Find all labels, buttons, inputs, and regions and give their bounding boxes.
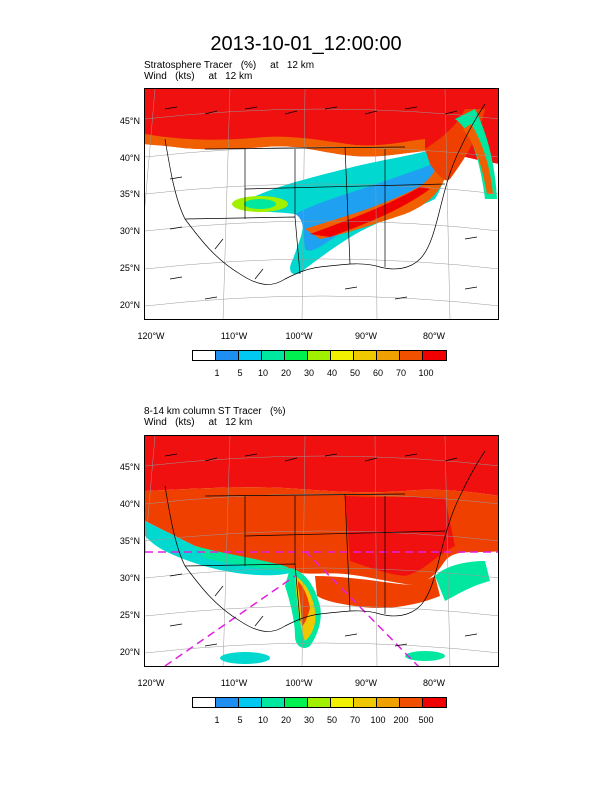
panel2-lat-label: 20°N [119, 647, 140, 657]
panel1-lon-label: 80°W [422, 331, 446, 341]
panel2-subtitle-line1: 8-14 km column ST Tracer (%) [144, 406, 286, 417]
colorbar-swatch [262, 698, 285, 707]
colorbar-label: 70 [395, 368, 406, 378]
panel1-subtitle-line2: Wind (kts) at 12 km [144, 71, 253, 82]
colorbar-label: 5 [237, 368, 243, 378]
colorbar-label: 20 [280, 368, 291, 378]
panel1-lon-label: 100°W [285, 331, 313, 341]
colorbar-swatch [193, 698, 216, 707]
panel1-lat-label: 45°N [119, 116, 140, 126]
colorbar-label: 10 [257, 715, 268, 725]
panel1-map-svg [145, 89, 498, 319]
colorbar-swatch [308, 351, 331, 360]
colorbar-swatch [239, 698, 262, 707]
colorbar-label: 1 [214, 715, 220, 725]
panel2-map [144, 435, 499, 667]
colorbar-swatch [308, 698, 331, 707]
colorbar-swatch [423, 698, 446, 707]
panel1-lat-label: 25°N [119, 263, 140, 273]
panel2-lat-label: 25°N [119, 610, 140, 620]
colorbar-label: 500 [418, 715, 434, 725]
panel2-lat-label: 45°N [119, 462, 140, 472]
panel1-subtitle-line1: Stratosphere Tracer (%) at 12 km [144, 60, 315, 71]
colorbar-label: 20 [280, 715, 291, 725]
colorbar-label: 5 [237, 715, 243, 725]
panel2-lon-label: 90°W [354, 678, 378, 688]
colorbar-swatch [285, 698, 308, 707]
panel1-lon-label: 110°W [220, 331, 248, 341]
panel2-map-svg [145, 436, 498, 666]
colorbar-swatch [331, 698, 354, 707]
colorbar-swatch [423, 351, 446, 360]
panel2-lon-label: 100°W [285, 678, 313, 688]
colorbar-swatch [377, 698, 400, 707]
panel1-lat-label: 20°N [119, 300, 140, 310]
colorbar-label: 70 [349, 715, 360, 725]
panel1-lat-label: 35°N [119, 189, 140, 199]
colorbar-swatch [400, 698, 423, 707]
colorbar-label: 60 [372, 368, 383, 378]
colorbar-swatch [193, 351, 216, 360]
colorbar-label: 30 [303, 715, 314, 725]
page-title: 2013-10-01_12:00:00 [210, 33, 402, 55]
panel1-lat-label: 30°N [119, 226, 140, 236]
colorbar-swatch [285, 351, 308, 360]
colorbar-swatch [354, 351, 377, 360]
colorbar-label: 200 [393, 715, 409, 725]
colorbar-label: 40 [326, 368, 337, 378]
panel2-subtitle-line2: Wind (kts) at 12 km [144, 417, 253, 428]
colorbar-swatch [331, 351, 354, 360]
colorbar-label: 100 [418, 368, 434, 378]
panel1-colorbar [192, 350, 447, 361]
colorbar-label: 1 [214, 368, 220, 378]
colorbar-swatch [239, 351, 262, 360]
colorbar-swatch [377, 351, 400, 360]
panel1-lon-label: 120°W [137, 331, 165, 341]
colorbar-label: 50 [349, 368, 360, 378]
colorbar-swatch [354, 698, 377, 707]
panel2-lon-label: 80°W [422, 678, 446, 688]
colorbar-label: 50 [326, 715, 337, 725]
colorbar-swatch [262, 351, 285, 360]
panel2-lon-label: 110°W [220, 678, 248, 688]
colorbar-label: 100 [370, 715, 386, 725]
panel2-colorbar [192, 697, 447, 708]
panel2-lat-label: 40°N [119, 499, 140, 509]
panel1-lon-label: 90°W [354, 331, 378, 341]
panel2-lat-label: 35°N [119, 536, 140, 546]
colorbar-swatch [400, 351, 423, 360]
colorbar-label: 30 [303, 368, 314, 378]
panel1-lat-label: 40°N [119, 153, 140, 163]
colorbar-label: 10 [257, 368, 268, 378]
panel2-lon-label: 120°W [137, 678, 165, 688]
colorbar-swatch [216, 351, 239, 360]
panel1-map [144, 88, 499, 320]
panel2-lat-label: 30°N [119, 573, 140, 583]
colorbar-swatch [216, 698, 239, 707]
